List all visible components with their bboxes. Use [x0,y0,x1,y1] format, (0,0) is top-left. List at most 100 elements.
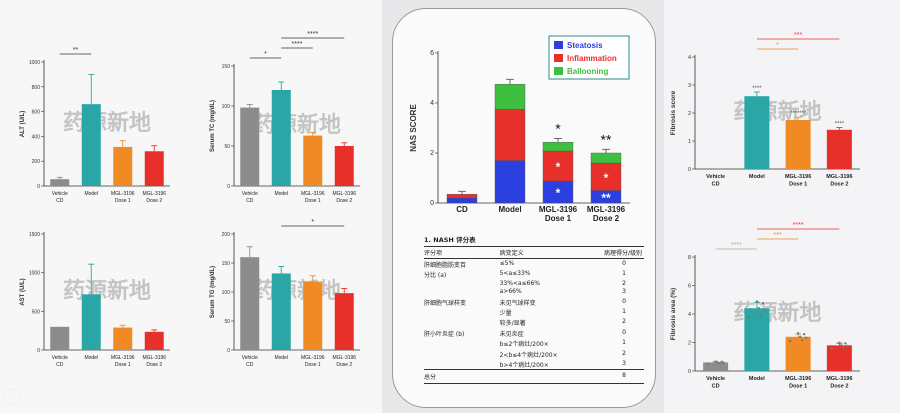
bar [81,294,101,350]
table-row: 分比 (a) 5<a≤33% 1 [424,269,644,279]
legend-label: Ballooning [567,67,608,76]
x-tick-label: Dose 1 [115,362,131,368]
bar [785,120,811,169]
data-point [798,335,802,338]
brand-logo: 大致晗境 [4,388,67,405]
table-cell: 2 [622,349,626,357]
y-tick-label: 3 [688,83,691,89]
y-tick-label: 8 [688,255,691,261]
x-tick-label: Dose 2 [146,362,162,368]
bar-mark: ******* [790,111,807,117]
watermark-text: 药源新地 [63,110,151,136]
right-panel [664,0,900,413]
significance-label: **** [793,222,804,229]
y-tick-label: 0 [227,348,230,354]
significance-label: *** [773,232,781,239]
x-tick-label: MGL-3196 [587,205,626,214]
table-total-value: 8 [604,369,644,385]
x-tick-label: Model [274,355,288,361]
table-cell [499,369,604,385]
bar-segment [542,142,574,152]
y-tick-label: 0 [688,167,691,173]
legend-swatch [554,54,563,62]
table-cell: ≤5% [499,259,515,267]
data-point [842,346,845,350]
x-tick-label: Model [274,191,288,197]
data-point [830,347,833,350]
legend-label: Steatosis [567,41,603,50]
bar [240,257,260,350]
inner-mark: * [556,160,561,174]
x-tick-label: Vehicle [242,355,258,361]
data-point [761,301,765,305]
data-point [720,360,723,364]
y-axis-label: NAS SCORE [409,104,418,152]
nash-score-table: 1. NASH 评分表 评分项 病变定义 病理得分/级别 肝细胞脂肪变百 ≤5% 0… [424,234,644,385]
y-tick-label: 4 [430,100,434,107]
table-cell: 未见气球样变 [499,299,536,307]
brand-logo-text: 大致晗境 [23,390,67,403]
bar [271,90,291,186]
table-cell [424,339,500,349]
data-point [747,315,751,319]
y-tick-label: 200 [32,159,41,165]
bar [334,293,354,350]
y-tick-label: 100 [222,104,231,110]
bar-segment [446,197,478,204]
bar [50,179,70,186]
table-cell [424,288,500,296]
bar-mark: **** [835,122,845,128]
bar [113,327,133,350]
table-row: 肝细胞气球样变 未见气球样变 0 [424,297,644,307]
bar [744,96,770,169]
x-tick-label: MGL-3196 [785,174,811,180]
x-tick-label: Dose 1 [789,182,807,188]
y-tick-label: 600 [32,110,41,116]
x-tick-label: Dose 1 [305,198,321,204]
data-point [722,361,725,364]
brand-ring-icon [4,389,20,405]
inner-mark: * [604,171,609,185]
x-tick-label: CD [246,362,254,368]
table-cell: 2<b≤4个病灶/200× [499,351,558,359]
bar [271,273,291,350]
y-axis-label: Fibrosis score [670,90,677,135]
x-tick-label: Vehicle [706,376,725,382]
data-point [706,362,709,365]
table-total-row: 总分 8 [424,369,644,385]
table-cell: 分比 (a) [424,271,447,279]
table-cell: 较多/显著 [499,319,526,327]
y-tick-label: 4 [688,55,691,61]
y-axis-label: Serum TC (mg/dL) [210,100,216,152]
legend-swatch [554,41,563,49]
table-cell: 肝细胞脂肪变百 [424,261,467,269]
bar [240,107,260,186]
y-axis-label: Fibrosis area (%) [670,288,677,340]
data-point [718,362,721,365]
y-tick-label: 2 [688,111,691,117]
y-tick-label: 150 [222,261,231,267]
significance-mark: ** [601,131,612,147]
y-axis-label: AST (U/L) [20,278,26,305]
data-point [755,300,759,303]
y-tick-label: 200 [222,232,231,238]
table-row: 少量 1 [424,307,644,317]
data-point [759,313,763,317]
table-title: 1. NASH 评分表 [424,236,476,244]
table-cell: 3 [622,359,626,367]
x-tick-label: Dose 1 [115,198,131,204]
y-tick-label: 2 [430,150,434,157]
y-tick-label: 500 [32,309,41,315]
data-point [838,341,841,344]
y-tick-label: 1500 [29,232,40,238]
significance-label: **** [731,242,742,249]
data-point [788,339,792,343]
table-cell: 未见炎症 [499,331,524,339]
significance-label: *** [794,32,802,39]
x-tick-label: Dose 2 [830,182,848,188]
y-tick-label: 0 [37,348,40,354]
x-tick-label: Dose 1 [305,362,321,368]
x-tick-label: CD [712,384,720,390]
table-cell: 少量 [499,309,512,317]
y-tick-label: 0 [688,369,691,375]
